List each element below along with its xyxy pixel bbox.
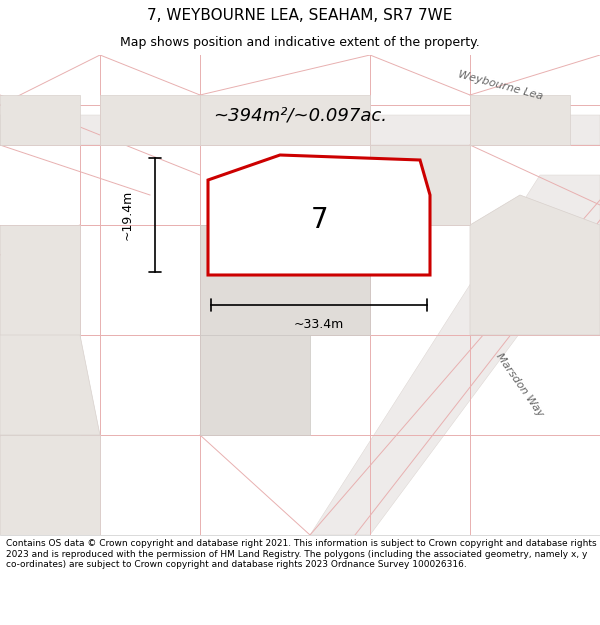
Polygon shape: [0, 115, 600, 145]
Polygon shape: [100, 95, 200, 145]
Polygon shape: [470, 195, 600, 335]
Text: 7: 7: [311, 206, 329, 234]
Polygon shape: [200, 95, 370, 145]
Text: ~19.4m: ~19.4m: [121, 190, 133, 240]
Polygon shape: [0, 335, 100, 435]
Text: Weybourne Lea: Weybourne Lea: [457, 69, 544, 101]
Text: Marsdon Way: Marsdon Way: [494, 351, 545, 419]
Polygon shape: [200, 225, 370, 335]
Polygon shape: [470, 95, 570, 145]
Polygon shape: [0, 435, 100, 535]
Polygon shape: [200, 335, 310, 435]
Text: ~394m²/~0.097ac.: ~394m²/~0.097ac.: [213, 106, 387, 124]
Text: 7, WEYBOURNE LEA, SEAHAM, SR7 7WE: 7, WEYBOURNE LEA, SEAHAM, SR7 7WE: [148, 8, 452, 23]
Polygon shape: [208, 155, 430, 275]
Polygon shape: [0, 95, 80, 145]
Polygon shape: [0, 225, 80, 335]
Text: ~33.4m: ~33.4m: [294, 319, 344, 331]
Polygon shape: [370, 145, 470, 225]
Polygon shape: [310, 175, 600, 535]
Text: Map shows position and indicative extent of the property.: Map shows position and indicative extent…: [120, 36, 480, 49]
Text: Contains OS data © Crown copyright and database right 2021. This information is : Contains OS data © Crown copyright and d…: [6, 539, 596, 569]
Polygon shape: [0, 335, 80, 435]
